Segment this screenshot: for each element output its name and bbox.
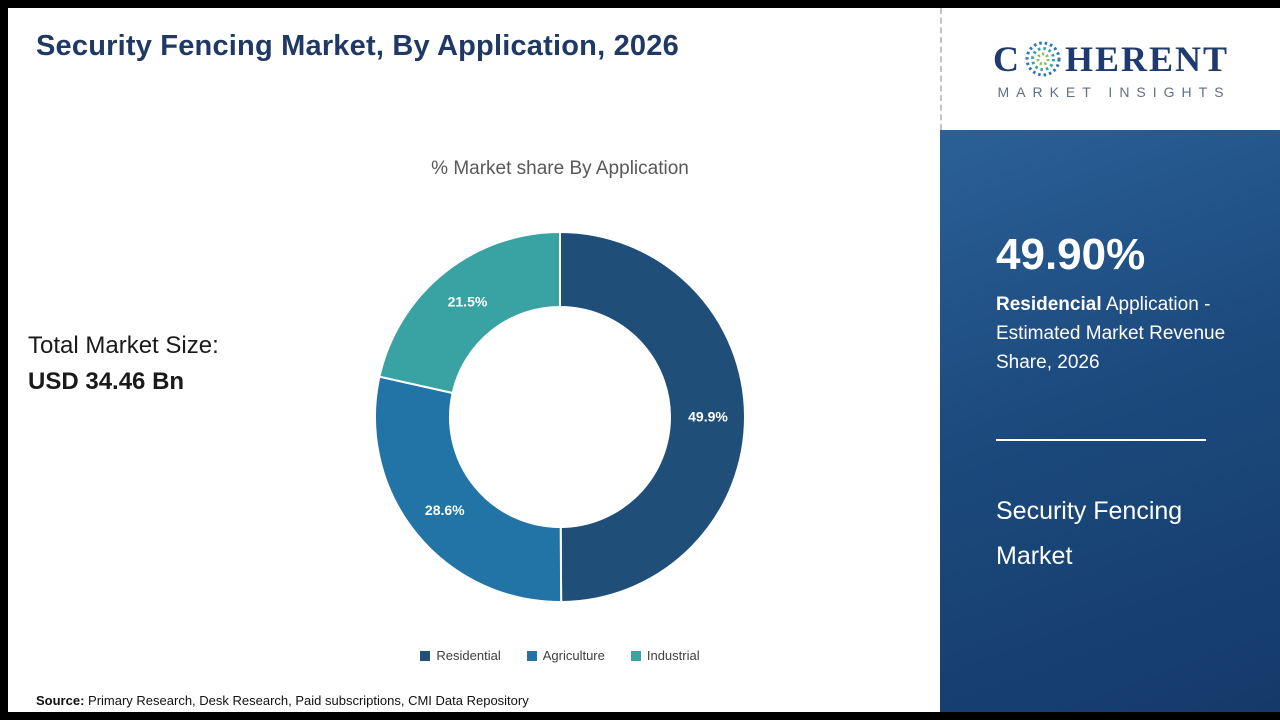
- logo-text-right: HERENT: [1064, 39, 1230, 79]
- slice-label-agriculture: 28.6%: [425, 502, 465, 518]
- infographic-frame: Security Fencing Market, By Application,…: [8, 8, 1280, 712]
- stat-description-bold: Residencial: [996, 294, 1102, 315]
- page-title: Security Fencing Market, By Application,…: [36, 30, 679, 62]
- slice-label-industrial: 21.5%: [448, 293, 488, 309]
- legend-item-agriculture: Agriculture: [526, 648, 605, 663]
- legend-label-industrial: Industrial: [646, 648, 700, 663]
- donut-chart-svg: 49.9% 28.6% 21.5%: [374, 231, 746, 603]
- legend-swatch-industrial: [630, 650, 641, 661]
- donut-chart: 49.9% 28.6% 21.5%: [360, 217, 760, 617]
- stat-description: Residencial Application - Estimated Mark…: [996, 290, 1246, 377]
- logo-subtext: MARKET INSIGHTS: [997, 84, 1231, 100]
- slice-label-residential: 49.9%: [688, 409, 728, 425]
- logo-text-left: C: [992, 39, 1021, 79]
- legend-item-residential: Residential: [420, 648, 501, 663]
- legend-label-agriculture: Agriculture: [542, 648, 605, 663]
- source-line: Source: Primary Research, Desk Research,…: [36, 693, 529, 708]
- chart-subtitle: % Market share By Application: [431, 158, 689, 179]
- source-label: Source:: [36, 693, 85, 708]
- donut-slice-industrial: [378, 231, 561, 395]
- stat-description-rest: Application - Estimated Market Revenue S…: [996, 294, 1226, 373]
- chart-legend: Residential Agriculture Industrial: [260, 648, 860, 663]
- total-market-value: USD 34.46 Bn: [28, 368, 185, 395]
- legend-swatch-residential: [420, 650, 431, 661]
- highlight-panel: 49.90% Residencial Application - Estimat…: [940, 130, 1280, 712]
- stat-value: 49.90%: [996, 230, 1146, 279]
- market-name: Security Fencing Market: [996, 497, 1183, 570]
- legend-swatch-agriculture: [526, 650, 537, 661]
- chart-area: Security Fencing Market, By Application,…: [8, 8, 940, 712]
- legend-item-industrial: Industrial: [630, 648, 700, 663]
- logo-box: C HERENT MARKET INSIGHTS: [940, 8, 1280, 130]
- sidebar: C HERENT MARKET INSIGHTS 49.90% Residenc…: [940, 8, 1280, 712]
- total-market-block: Total Market Size: USD 34.46 Bn: [28, 328, 219, 400]
- coherent-o-icon: [1025, 41, 1061, 77]
- donut-slice-agriculture: [374, 375, 563, 603]
- legend-label-residential: Residential: [436, 648, 501, 663]
- panel-divider: [996, 439, 1206, 441]
- source-text: Primary Research, Desk Research, Paid su…: [84, 693, 529, 708]
- total-market-label: Total Market Size:: [28, 332, 219, 359]
- company-logo: C HERENT: [993, 38, 1229, 80]
- donut-slice-residential: [559, 231, 746, 603]
